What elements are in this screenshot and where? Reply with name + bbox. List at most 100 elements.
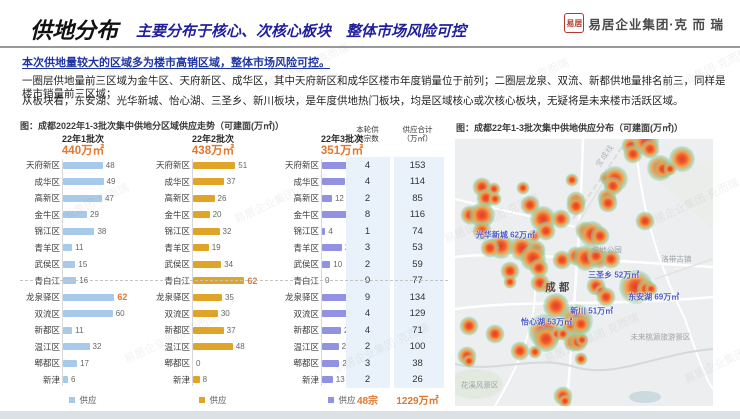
legend-label: 供应: [338, 395, 356, 405]
category-label: 锦江区: [164, 226, 190, 237]
chart-row: 温江区 48: [150, 339, 276, 356]
cell-plots: 8: [364, 209, 371, 221]
bar: [193, 260, 222, 268]
chart-row: 新都区 37: [150, 322, 276, 339]
cell-plots: 9: [364, 291, 371, 303]
bar-value: 4: [328, 226, 333, 236]
chart-row: 青羊区 19: [150, 240, 276, 257]
legend-label: 供应: [79, 395, 97, 405]
bar: [193, 310, 218, 318]
heat-dot: [640, 139, 660, 159]
axis-line: [192, 159, 193, 386]
heat-dot: [516, 181, 530, 195]
chart-title: 22年3批次: [320, 134, 364, 144]
heat-dot: [459, 316, 479, 336]
chart-row: 双流区 60: [20, 306, 146, 323]
heat-dot: [536, 221, 556, 241]
category-label: 新都区: [293, 325, 319, 336]
table-row: 8 116: [345, 207, 445, 224]
chart-row: 武侯区 10: [279, 256, 405, 273]
chart-title: 22年1批次: [61, 134, 105, 144]
bar: [322, 194, 332, 202]
heat-dot: [488, 192, 502, 206]
table-row: 4 71: [345, 322, 445, 339]
chart-rows: 天府新区 51 成华区 37 高新区 26 金牛区 20 锦江区 32 青羊区 19 武侯区 34 青白江 6…: [150, 157, 276, 388]
map-poi-label: 花溪风景区: [460, 380, 499, 390]
heat-dot: [601, 249, 621, 269]
table-header-supply: 供应合计 （万㎡）: [402, 125, 433, 143]
bar-value: 15: [78, 259, 88, 269]
chart-rows: 天府新区 48 成华区 49 高新区 47 金牛区 29 锦江区 38 青羊区 11 武侯区 15 青白江 1…: [20, 157, 146, 388]
summary-table: 本轮供 地宗数 供应合计 （万㎡） 4 153 4 114 2 85 8 116 1 74 3 53 2…: [345, 125, 445, 416]
city-label: 成都: [545, 281, 573, 294]
bar: [63, 359, 78, 367]
axis-line: [62, 159, 63, 386]
cell-supply: 77: [412, 275, 423, 287]
paragraph-line-2: 从板块看，东安湖、光华新城、怡心湖、三圣乡、新川板块，是年度供地热门板块，均是区…: [22, 95, 684, 107]
heat-dot: [480, 238, 500, 258]
chart-row: 新津 6: [20, 372, 146, 389]
cell-supply: 85: [412, 192, 423, 204]
bar-value: 34: [224, 259, 234, 269]
bar-value: 0: [325, 276, 330, 286]
bar-chart: 22年2批次 438万㎡ 天府新区 51 成华区 37 高新区 26 金牛区 20 锦江区 32 青…: [150, 130, 276, 410]
category-label: 武侯区: [164, 259, 190, 270]
category-label: 龙泉驿区: [284, 292, 319, 303]
heat-dot: [485, 324, 505, 344]
table-totals: 48宗 1229万㎡: [345, 392, 445, 407]
cell-supply: 153: [409, 159, 426, 171]
table-row: 4 114: [345, 174, 445, 191]
heat-dot: [529, 258, 549, 278]
category-label: 高新区: [293, 193, 319, 204]
cell-plots: 3: [364, 357, 371, 369]
bar-value: 29: [90, 210, 99, 220]
total-plots: 48宗: [356, 396, 379, 407]
category-label: 高新区: [34, 193, 60, 204]
heat-dot: [528, 345, 542, 359]
bar-value: 35: [225, 292, 234, 302]
category-label: 双流区: [34, 308, 60, 319]
logo-name: 易居企业集团·克 而 瑞: [588, 17, 724, 32]
bar: [63, 277, 77, 285]
bar: [193, 326, 224, 334]
bar: [63, 376, 68, 384]
bar: [322, 376, 333, 384]
chart-row: 龙泉驿区 62: [20, 289, 146, 306]
chart-row: 龙泉驿区 35: [150, 289, 276, 306]
heat-dot: [472, 221, 492, 241]
total-supply: 1229万㎡: [396, 396, 439, 407]
category-label: 双流区: [164, 308, 190, 319]
heat-dot: [635, 211, 655, 231]
bar: [63, 194, 102, 202]
heat-dot: [565, 173, 579, 187]
paragraph-line-1: 一圈层供地量前三区域为金牛区、天府新区、成华区，其中天府新区和成华区楼市年度销量…: [22, 75, 726, 100]
category-label: 温江区: [164, 341, 190, 352]
table-header-plots: 本轮供 地宗数: [356, 125, 379, 143]
bar-chart: 22年1批次 440万㎡ 天府新区 48 成华区 49 高新区 47 金牛区 29 锦江区 38 青…: [20, 130, 146, 410]
heat-dot: [598, 193, 618, 213]
table-band-supply: [394, 157, 444, 388]
map-title: 图：成都22年1-3批次集中供地供应分布（可建面(万㎡)）: [456, 123, 684, 133]
bar: [193, 343, 233, 351]
bar-value: 10: [333, 259, 343, 269]
heat-dot: [575, 333, 589, 347]
bar-value: 32: [92, 342, 102, 352]
chart-row: 双流区 30: [150, 306, 276, 323]
category-label: 成华区: [164, 176, 190, 187]
chart-row: 锦江区 38: [20, 223, 146, 240]
bar-value: 11: [75, 243, 84, 253]
cell-supply: 74: [412, 225, 423, 237]
category-label: 新津: [172, 374, 190, 385]
cell-supply: 114: [409, 176, 426, 188]
cell-supply: 129: [409, 308, 426, 320]
chart-row: 天府新区 48: [20, 157, 146, 174]
bar: [193, 194, 215, 202]
bar: [193, 227, 220, 235]
chart-total: 351万㎡: [320, 145, 364, 157]
page-title: 供地分布: [30, 18, 119, 43]
cell-plots: 1: [364, 225, 371, 237]
chart-total: 440万㎡: [61, 145, 105, 157]
chart-row: 金牛区 29: [20, 207, 146, 224]
category-label: 温江区: [34, 341, 60, 352]
category-label: 武侯区: [293, 259, 319, 270]
